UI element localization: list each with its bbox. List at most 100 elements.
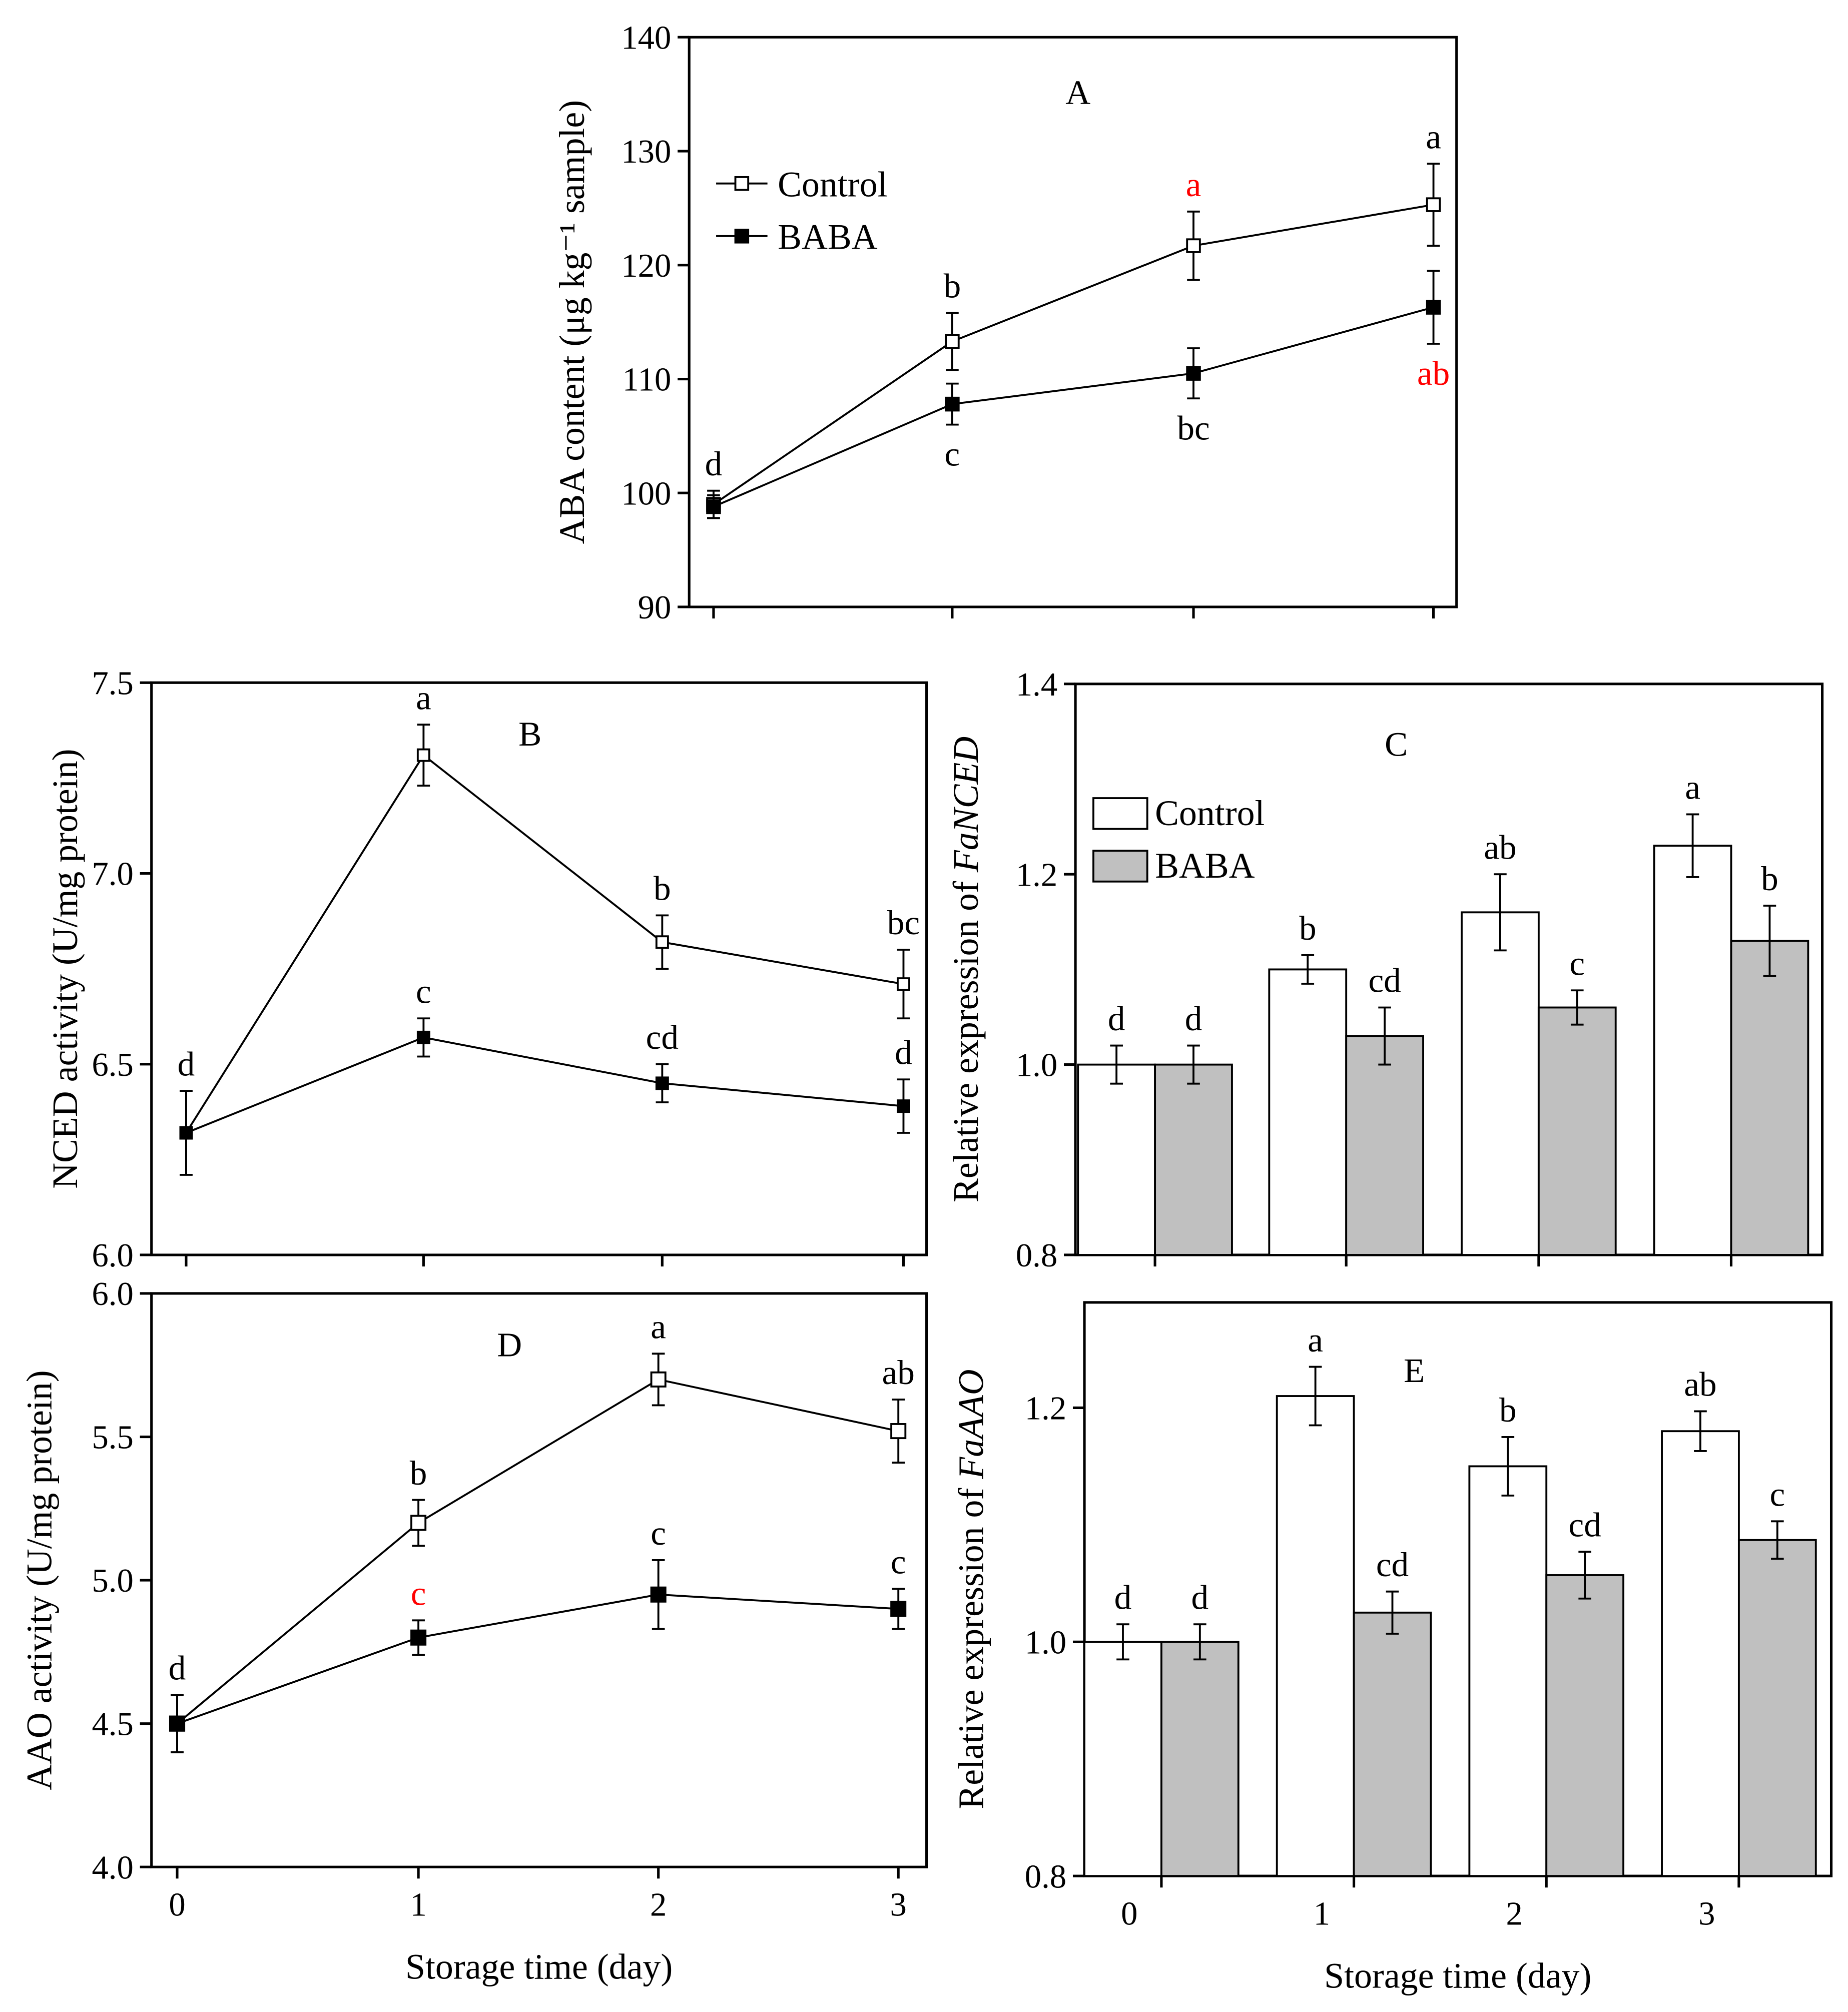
y-tick-label: 0.8 [1016,1237,1057,1274]
data-point-baba [179,1126,193,1140]
significance-letter: b [944,267,961,305]
y-tick-label: 1.2 [1025,1391,1066,1427]
bar-baba [1353,1611,1432,1877]
data-point-control [1186,238,1201,253]
data-point-baba [416,1030,430,1044]
significance-letter: b [1761,859,1778,898]
data-point-baba [890,1601,907,1617]
plot-frame [1083,1301,1833,1877]
data-point-control [945,334,960,349]
data-point-control [1426,197,1441,212]
significance-letter: bc [887,903,920,942]
bar-control [1077,1063,1156,1256]
bar-control [1461,911,1540,1256]
x-axis-label: Storage time (day) [1324,1955,1591,1995]
significance-letter: ab [1417,354,1450,392]
y-tick-label: 6.0 [92,1276,133,1312]
significance-letter: d [895,1033,912,1071]
significance-letter: d [705,444,723,483]
y-tick-label: 1.0 [1025,1624,1066,1661]
data-point-control [410,1515,427,1531]
y-tick-label: 6.5 [92,1047,133,1083]
significance-letter: d [1108,999,1125,1038]
plot-frame [150,681,928,1256]
y-tick-label: 1.4 [1016,666,1057,703]
y-axis-label-text: NCED activity (U/mg protein) [45,749,85,1188]
y-tick-label: 120 [621,248,671,284]
data-point-baba [1426,300,1441,315]
y-axis-label: AAO activity (U/mg protein) [20,1370,60,1790]
data-point-baba [945,396,960,412]
plot-frame [150,1292,928,1868]
panel-A: A 90 100 110 120 130 140 ABA content (μg kg⁻¹ s… [552,20,1458,626]
y-axis-label-gene: FaAAO [951,1369,991,1479]
panel-B: B 6.0 6.5 7.0 7.5 NCED activity (U/mg protein… [45,665,928,1274]
data-point-baba [706,499,721,514]
y-axis-label-text: Relative expression of [951,1479,991,1809]
data-point-baba [650,1586,667,1603]
significance-letter: a [651,1307,666,1346]
y-axis-label: NCED activity (U/mg protein) [45,749,85,1188]
data-point-control [897,977,910,991]
bar-control [1083,1641,1162,1877]
x-tick-label: 0 [1121,1896,1137,1932]
significance-letter: ab [1484,828,1516,866]
significance-letter: ab [1684,1365,1716,1404]
bar-baba [1345,1035,1424,1256]
significance-letter: b [654,869,671,908]
panel-label: C [1385,725,1408,763]
data-point-control [890,1423,907,1440]
x-tick-label: 2 [1506,1896,1522,1932]
significance-letter: a [1685,768,1700,807]
legend-swatch [1092,797,1148,830]
series-line-control [176,1378,899,1725]
data-point-baba [410,1629,427,1646]
x-tick-label: 0 [169,1887,185,1923]
legend-label: Control [1155,793,1265,833]
y-tick-label: 5.0 [92,1563,133,1599]
y-axis-label-text: Relative expression of [946,872,986,1202]
significance-letter: c [416,972,431,1010]
legend-label: BABA [1155,846,1255,886]
y-tick-label: 7.0 [92,856,133,893]
y-tick-label: 140 [621,20,671,56]
bar-control [1661,1430,1740,1877]
significance-letter: a [1186,165,1201,204]
data-point-control [650,1371,667,1388]
y-axis-label: Relative expression of FaAAO [951,1369,991,1809]
significance-letter: a [1308,1320,1323,1359]
y-tick-label: 5.5 [92,1420,133,1456]
significance-letter: c [1569,944,1585,982]
significance-letter: c [891,1542,906,1581]
bar-baba [1545,1574,1625,1877]
panel-E: E 0.8 1.0 1.2 Relative expression of FaAAO 0 1… [951,1301,1833,1995]
significance-letter: c [651,1514,666,1552]
legend-swatch [1092,850,1148,883]
significance-letter: d [1191,1578,1209,1616]
bar-control [1276,1395,1355,1877]
significance-letter: c [411,1574,426,1613]
bar-baba [1730,940,1809,1256]
bar-baba [1154,1063,1233,1256]
significance-letter: b [1299,909,1317,947]
bar-control [1653,845,1732,1256]
significance-letter: cd [1368,961,1401,1000]
significance-letter: d [169,1649,186,1687]
y-tick-label: 1.0 [1016,1047,1057,1084]
bar-baba [1737,1539,1817,1877]
data-point-baba [169,1715,186,1732]
x-tick-label: 3 [890,1887,907,1923]
x-tick-label: 3 [1698,1896,1715,1932]
significance-letter: d [1185,999,1202,1038]
series-line-baba [177,1593,899,1725]
legend-marker [734,229,750,244]
y-axis-label: ABA content (μg kg⁻¹ sample) [552,100,592,544]
x-tick-label: 1 [1314,1896,1330,1932]
significance-letter: d [1114,1578,1132,1616]
series-line-baba [713,306,1434,508]
panel-D: D 4.0 4.5 5.0 5.5 6.0 AAO activity (U/mg prote… [20,1276,928,1986]
legend-marker [734,176,750,191]
significance-letter: bc [1177,408,1209,447]
plot-frame [688,36,1458,608]
y-tick-label: 110 [623,362,672,398]
